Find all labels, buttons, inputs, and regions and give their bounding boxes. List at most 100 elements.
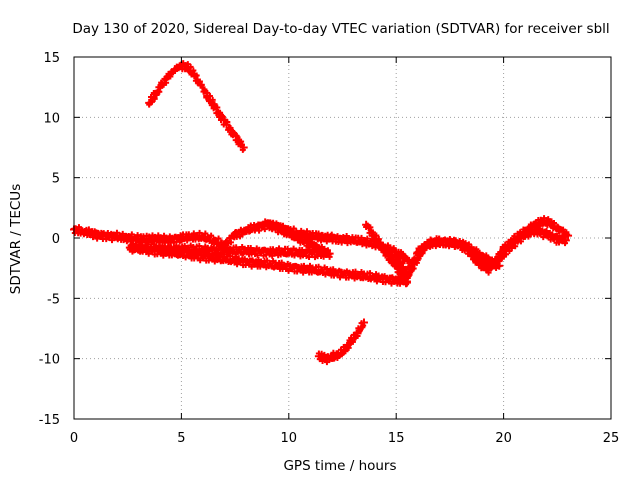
- point-main-track-d: [499, 249, 508, 258]
- point-spikes: [325, 249, 334, 258]
- point-main-track-c: [407, 261, 416, 270]
- point-lower-arc: [334, 351, 343, 360]
- point-lower-arc: [321, 354, 330, 363]
- point-lower-arc: [327, 353, 336, 362]
- point-main-track-a: [227, 239, 234, 246]
- point-spikes: [396, 265, 403, 272]
- point-main-track-a: [215, 235, 222, 242]
- y-tick-label: 15: [43, 51, 60, 66]
- point-upper-arc: [164, 72, 173, 81]
- y-tick-label: 0: [52, 232, 60, 247]
- point-main-track-a: [188, 232, 197, 241]
- x-tick-label: 25: [603, 431, 620, 446]
- x-tick-label: 20: [495, 431, 512, 446]
- y-tick-label: -5: [47, 292, 60, 307]
- point-main-track-d: [531, 226, 540, 235]
- point-lower-arc: [347, 337, 356, 346]
- point-spikes: [393, 261, 400, 268]
- series-lower-arc: [314, 318, 368, 366]
- point-main-track-d: [478, 261, 487, 270]
- y-tick-label: -10: [39, 353, 60, 368]
- point-spikes: [387, 252, 394, 259]
- y-tick-label: -15: [39, 413, 60, 428]
- point-main-track-c: [435, 237, 444, 246]
- y-tick-label: 10: [43, 111, 60, 126]
- point-upper-arc: [203, 91, 212, 100]
- chart-title: Day 130 of 2020, Sidereal Day-to-day VTE…: [72, 21, 609, 37]
- point-main-track-a: [91, 230, 100, 239]
- point-upper-arc: [234, 134, 241, 141]
- point-main-track-d: [561, 236, 570, 245]
- point-spikes: [291, 268, 298, 275]
- point-main-track-a: [209, 236, 218, 245]
- point-upper-arc: [196, 80, 205, 89]
- point-upper-arc: [163, 79, 170, 86]
- point-main-track-a: [241, 226, 250, 235]
- point-upper-arc: [145, 98, 154, 107]
- point-main-track-a: [231, 230, 240, 239]
- point-main-track-c: [484, 255, 491, 262]
- point-main-track-a: [123, 234, 132, 242]
- point-main-track-a: [112, 232, 121, 241]
- point-main-track-d: [521, 230, 530, 239]
- point-upper-arc: [239, 143, 248, 152]
- point-main-track-a: [252, 223, 261, 232]
- point-upper-arc: [235, 137, 244, 146]
- point-main-track-a: [166, 235, 175, 244]
- point-upper-arc: [190, 71, 199, 80]
- x-axis-label: GPS time / hours: [283, 458, 396, 474]
- point-main-track-a: [327, 234, 336, 242]
- x-tick-label: 10: [281, 431, 298, 446]
- point-lower-arc: [359, 318, 368, 327]
- point-upper-arc: [228, 129, 237, 138]
- data-points: [70, 60, 573, 366]
- point-upper-arc: [151, 90, 160, 99]
- point-main-track-a: [338, 235, 347, 244]
- point-main-track-c: [542, 217, 551, 226]
- series-main-track-c: [392, 215, 573, 287]
- point-spikes: [303, 242, 310, 249]
- x-tick-label: 5: [177, 431, 185, 446]
- point-spikes: [373, 232, 380, 239]
- point-main-track-c: [456, 241, 465, 250]
- point-main-track-c: [412, 258, 419, 265]
- point-main-track-d: [542, 230, 551, 239]
- point-main-track-c: [564, 231, 573, 240]
- point-main-track-c: [553, 224, 562, 233]
- y-tick-label: 5: [52, 172, 60, 187]
- point-main-track-a: [80, 227, 89, 236]
- point-main-track-a: [317, 232, 326, 241]
- point-main-track-d: [484, 265, 493, 274]
- point-upper-arc: [222, 120, 231, 129]
- point-main-track-d: [553, 235, 562, 244]
- point-main-track-a: [198, 232, 207, 241]
- point-main-track-a: [145, 235, 154, 244]
- point-lower-arc: [345, 344, 352, 351]
- point-main-track-c: [424, 240, 433, 249]
- point-upper-arc: [209, 101, 218, 110]
- point-spikes: [266, 225, 273, 232]
- axis-ticks: 0 5 10 15 20 25 -15 -10 -5 0 5 10 15: [39, 51, 620, 446]
- point-spikes: [362, 220, 371, 229]
- point-spikes: [381, 243, 388, 250]
- point-upper-arc: [227, 125, 234, 132]
- point-main-track-d: [517, 238, 524, 245]
- series-upper-arc: [145, 60, 248, 153]
- point-spikes: [261, 218, 270, 227]
- x-tick-label: 0: [70, 431, 78, 446]
- point-main-track-a: [208, 232, 215, 239]
- point-main-track-a: [359, 237, 368, 246]
- point-main-track-a: [390, 245, 397, 252]
- point-main-track-d: [467, 252, 476, 261]
- point-lower-arc: [314, 352, 323, 361]
- point-main-track-a: [94, 235, 101, 242]
- point-spikes: [402, 277, 411, 286]
- y-axis-label: SDTVAR / TECUs: [8, 184, 24, 294]
- point-main-track-a: [155, 235, 164, 244]
- point-main-track-d: [491, 259, 500, 268]
- point-lower-arc: [353, 329, 362, 338]
- point-main-track-a: [85, 226, 92, 233]
- series-main-track-d: [467, 224, 570, 276]
- point-main-track-a: [102, 231, 111, 240]
- point-lower-arc: [340, 346, 349, 355]
